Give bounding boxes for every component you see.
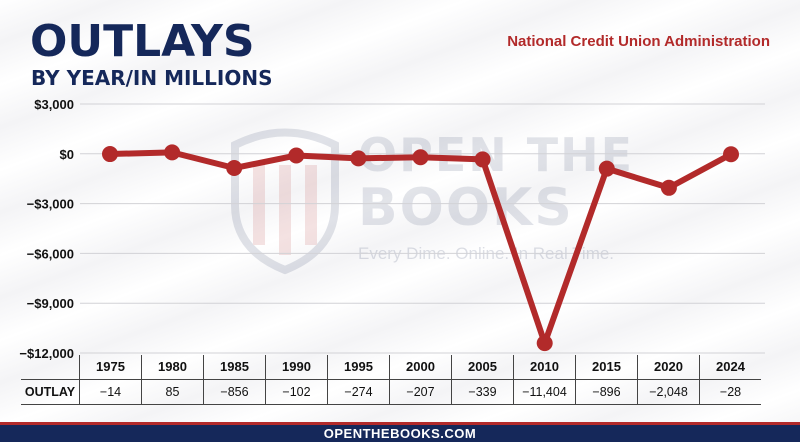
table-value-cell: −339 [451,380,513,404]
table-year-row: 1975 1980 1985 1990 1995 2000 2005 2010 2015 2020… [21,355,761,379]
table-value-cell: −28 [699,380,761,404]
table-year-cell: 1995 [327,355,389,379]
table-year-cell: 2010 [513,355,575,379]
table-year-cell: 1990 [265,355,327,379]
table-value-cell: 85 [141,380,203,404]
data-point [350,150,367,167]
table-value-cell: −856 [203,380,265,404]
table-outlay-row: OUTLAY −14 85 −856 −102 −274 −207 −339 −11,404−… [21,379,761,405]
table-row-label: OUTLAY [24,385,76,399]
table-corner [21,355,79,379]
data-point [723,146,739,163]
table-value-cell: −274 [327,380,389,404]
watermark-line2: BOOKS [358,178,574,238]
table-value-cell: −14 [79,380,141,404]
background [0,0,800,422]
data-point [226,160,243,177]
y-tick-label: $0 [60,147,74,162]
table-year-cell: 2000 [389,355,451,379]
y-tick-label: −$9,000 [27,296,74,311]
table-value-cell: −2,048 [637,380,699,404]
table-value-cell: −11,404 [513,380,575,404]
table-year-cell: 2020 [637,355,699,379]
chart-title: OUTLAYS [30,16,255,67]
table-year-cell: 1985 [203,355,265,379]
data-point [412,149,429,166]
shield-logo-watermark [231,128,339,275]
data-point [598,160,615,177]
table-year-cell: 2015 [575,355,637,379]
data-point [536,335,553,352]
series-line [107,149,734,347]
data-point [474,151,491,168]
table-year-cell: 2024 [699,355,761,379]
data-point [102,146,118,163]
y-tick-label: −$6,000 [27,246,74,261]
chart-subtitle: BY YEAR/IN MILLIONS [31,66,273,90]
y-tick-label: −$12,000 [19,346,74,361]
table-value-cell: −102 [265,380,327,404]
table-year-cell: 1980 [141,355,203,379]
data-point [660,179,677,196]
agency-name: National Credit Union Administration [507,33,770,50]
data-point [288,147,305,164]
line-chart: $3,000 $0 −$3,000 −$6,000 −$9,000 −$12,000 [19,97,765,361]
table-value-cell: −896 [575,380,637,404]
y-tick-label: $3,000 [34,97,74,112]
table-value-cell: −207 [389,380,451,404]
data-table: 1975 1980 1985 1990 1995 2000 2005 2010 2015 2020… [21,355,761,405]
table-year-cell: 2005 [451,355,513,379]
table-year-cell: 1975 [79,355,141,379]
data-point [164,144,181,161]
footer-site-url: OPENTHEBOOKS.COM [0,422,800,442]
y-tick-label: −$3,000 [27,197,74,212]
